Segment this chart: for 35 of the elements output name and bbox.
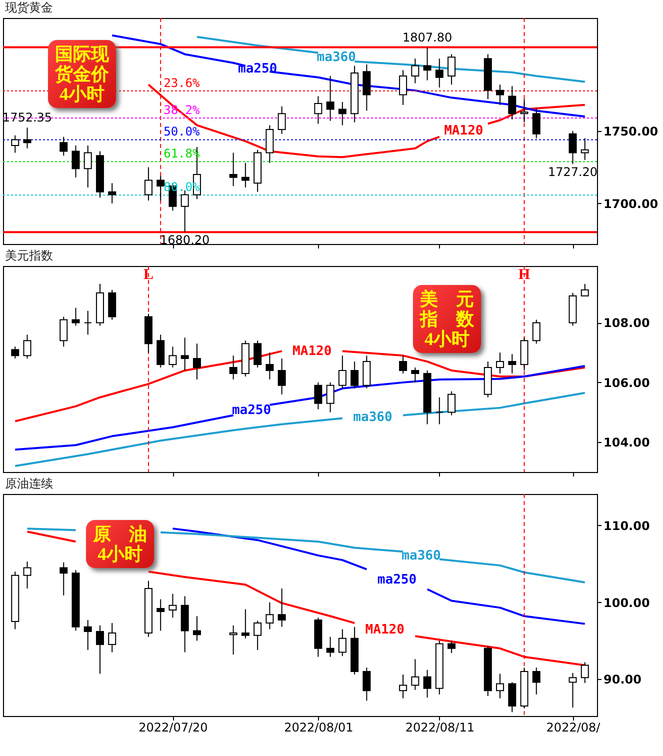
annotation: 1807.80: [402, 30, 452, 44]
series-label: MA120: [292, 344, 332, 360]
y-tick-label: 90.00: [604, 672, 642, 687]
ref-line-label: H: [518, 267, 530, 283]
annotation: 1727.20: [548, 165, 598, 180]
x-tick-label: 2022/08/01: [284, 720, 354, 734]
annotation: 原 油4小时: [86, 520, 154, 568]
y-tick-label: 1700.00: [604, 196, 658, 211]
y-tick-label: 110.00: [604, 518, 650, 533]
annotation: 国际现货金价4小时: [48, 40, 116, 108]
annotation: 美 元指 数4小时: [413, 285, 481, 353]
y-tick-label: 108.00: [604, 316, 650, 330]
chart-title: 原油连续: [5, 476, 53, 490]
y-tick-label: 106.00: [604, 376, 650, 390]
chart-title: 现货黄金: [5, 0, 53, 14]
y-tick-label: 104.00: [604, 436, 650, 450]
series-label: MA120: [365, 622, 405, 638]
series-label: ma360: [353, 410, 392, 425]
y-tick-label: 1750.00: [604, 124, 658, 138]
series-label: ma250: [238, 62, 278, 77]
ref-line-label: L: [143, 267, 154, 283]
chart-title: 美元指数: [5, 248, 53, 262]
annotation: 1680.20: [160, 233, 210, 248]
series-label: ma360: [402, 548, 441, 564]
annotation: 1752.35: [2, 110, 52, 125]
x-tick-label: 2022/08/11: [405, 720, 474, 734]
y-tick-label: 100.00: [604, 596, 650, 610]
series-label: ma250: [377, 572, 417, 588]
x-tick-label: 2022/08/: [546, 720, 602, 734]
x-tick-label: 2022/07/20: [138, 720, 208, 734]
annotation: 50.0%: [164, 124, 200, 139]
series-label: ma250: [232, 403, 272, 418]
annotation: 23.6%: [164, 76, 200, 90]
series-label: ma360: [316, 50, 356, 66]
series-label: MA120: [444, 123, 484, 138]
